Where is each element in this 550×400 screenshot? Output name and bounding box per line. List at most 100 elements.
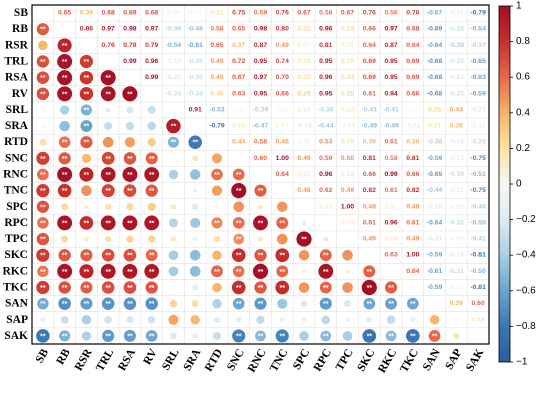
- cell-value: 0.53: [319, 139, 332, 146]
- cell-value: 0.95: [319, 58, 332, 65]
- row-labels: SB RB RSR TRL RSA RV SRL SRA RTD SNC RNC TNC SPC RPC T…: [2, 7, 28, 342]
- row-label: RPC: [4, 217, 28, 229]
- cell-circle: [191, 300, 199, 308]
- cell-value: 0.74: [276, 58, 289, 65]
- cell-circle: [41, 108, 45, 112]
- significance-marker: **: [105, 75, 111, 82]
- cell-value: 0.65: [210, 42, 223, 49]
- cell-circle: [361, 279, 377, 296]
- significance-marker: **: [149, 156, 155, 163]
- cell-circle: [60, 315, 69, 324]
- significance-marker: **: [84, 285, 90, 292]
- cell-value: -0.11: [449, 10, 464, 17]
- significance-marker: **: [149, 172, 155, 179]
- cell-circle: [211, 185, 223, 196]
- cell-value: -0.49: [362, 123, 378, 130]
- cell-circle: [233, 233, 245, 245]
- colorbar-tick-label: −1: [516, 357, 528, 368]
- row-label: SRA: [5, 120, 29, 132]
- cell-value: 0.98: [254, 26, 267, 33]
- cell-value: -0.30: [187, 74, 203, 81]
- cell-value: -0.33: [187, 90, 203, 97]
- colorbar-tick-label: 0.6: [516, 72, 530, 83]
- colorbar-gradient: [498, 5, 511, 363]
- significance-marker: **: [171, 140, 177, 147]
- cell-value: -0.51: [470, 171, 486, 178]
- cell-value: 0.67: [341, 10, 354, 17]
- cell-circle: [58, 136, 71, 148]
- cell-circle: [37, 168, 49, 181]
- cell-circle: [36, 232, 50, 246]
- cell-circle: [342, 249, 353, 261]
- cell-value: -0.75: [470, 187, 486, 194]
- cell-value: -0.61: [187, 42, 203, 49]
- significance-marker: **: [280, 333, 286, 340]
- cell-circle: [61, 235, 69, 243]
- cell-value: 0.96: [384, 219, 397, 226]
- cell-circle: [122, 167, 138, 182]
- cell-value: 0.97: [254, 74, 267, 81]
- cell-value: 0.60: [472, 300, 485, 307]
- cell-circle: [126, 316, 134, 324]
- cell-value: -0.64: [427, 219, 443, 226]
- cell-circle: [79, 264, 94, 279]
- significance-marker: **: [236, 285, 242, 292]
- cell-circle: [275, 329, 289, 343]
- cell-value: 0.49: [276, 42, 289, 49]
- row-label: SKC: [4, 249, 28, 261]
- cell-value: 0.95: [254, 90, 267, 97]
- significance-marker: **: [258, 333, 264, 340]
- significance-marker: **: [149, 301, 155, 308]
- significance-marker: **: [105, 188, 111, 195]
- cell-value: 0.82: [363, 187, 376, 194]
- cell-circle: [38, 40, 48, 51]
- cell-circle: [170, 236, 177, 242]
- cell-value: -0.11: [449, 284, 464, 291]
- cell-circle: [83, 236, 89, 242]
- cell-value: 0.08: [384, 236, 397, 243]
- cell-value: 0.76: [363, 10, 376, 17]
- row-label: RB: [12, 23, 28, 35]
- significance-marker: **: [127, 220, 133, 227]
- cell-value: 0.96: [319, 26, 332, 33]
- significance-marker: **: [367, 269, 373, 276]
- colorbar-tick-label: 0.4: [516, 107, 530, 118]
- cell-circle: [232, 217, 245, 229]
- cell-value: 0.25: [341, 90, 354, 97]
- cell-circle: [188, 135, 202, 149]
- cell-circle: [323, 236, 329, 242]
- significance-marker: **: [280, 220, 286, 227]
- cell-value: 0.37: [232, 42, 245, 49]
- cell-circle: [145, 249, 158, 262]
- cell-circle: [166, 118, 181, 134]
- significance-marker: **: [127, 91, 133, 98]
- significance-marker: **: [388, 285, 394, 292]
- cell-value: -0.59: [427, 284, 443, 291]
- cell-circle: [189, 249, 201, 261]
- significance-marker: **: [62, 59, 68, 66]
- significance-marker: **: [105, 220, 111, 227]
- cell-value: 0.58: [319, 10, 332, 17]
- significance-marker: **: [40, 156, 46, 163]
- cell-value: -0.54: [470, 26, 486, 33]
- cell-value: 0.16: [472, 316, 485, 323]
- cell-circle: [191, 203, 199, 211]
- significance-marker: **: [236, 172, 242, 179]
- cell-circle: [301, 317, 307, 322]
- cell-circle: [232, 168, 245, 181]
- cell-value: 0.61: [384, 139, 397, 146]
- significance-marker: **: [280, 269, 286, 276]
- cell-circle: [277, 201, 288, 213]
- cell-circle: [123, 248, 137, 262]
- significance-marker: **: [236, 301, 242, 308]
- significance-marker: **: [388, 333, 394, 340]
- significance-marker: **: [149, 333, 155, 340]
- significance-marker: **: [258, 253, 264, 260]
- cell-circle: [59, 105, 70, 115]
- cell-value: 0.18: [297, 58, 310, 65]
- cell-value: 0.07: [384, 203, 397, 210]
- row-label: TRL: [4, 56, 28, 68]
- cell-value: 0.07: [297, 42, 310, 49]
